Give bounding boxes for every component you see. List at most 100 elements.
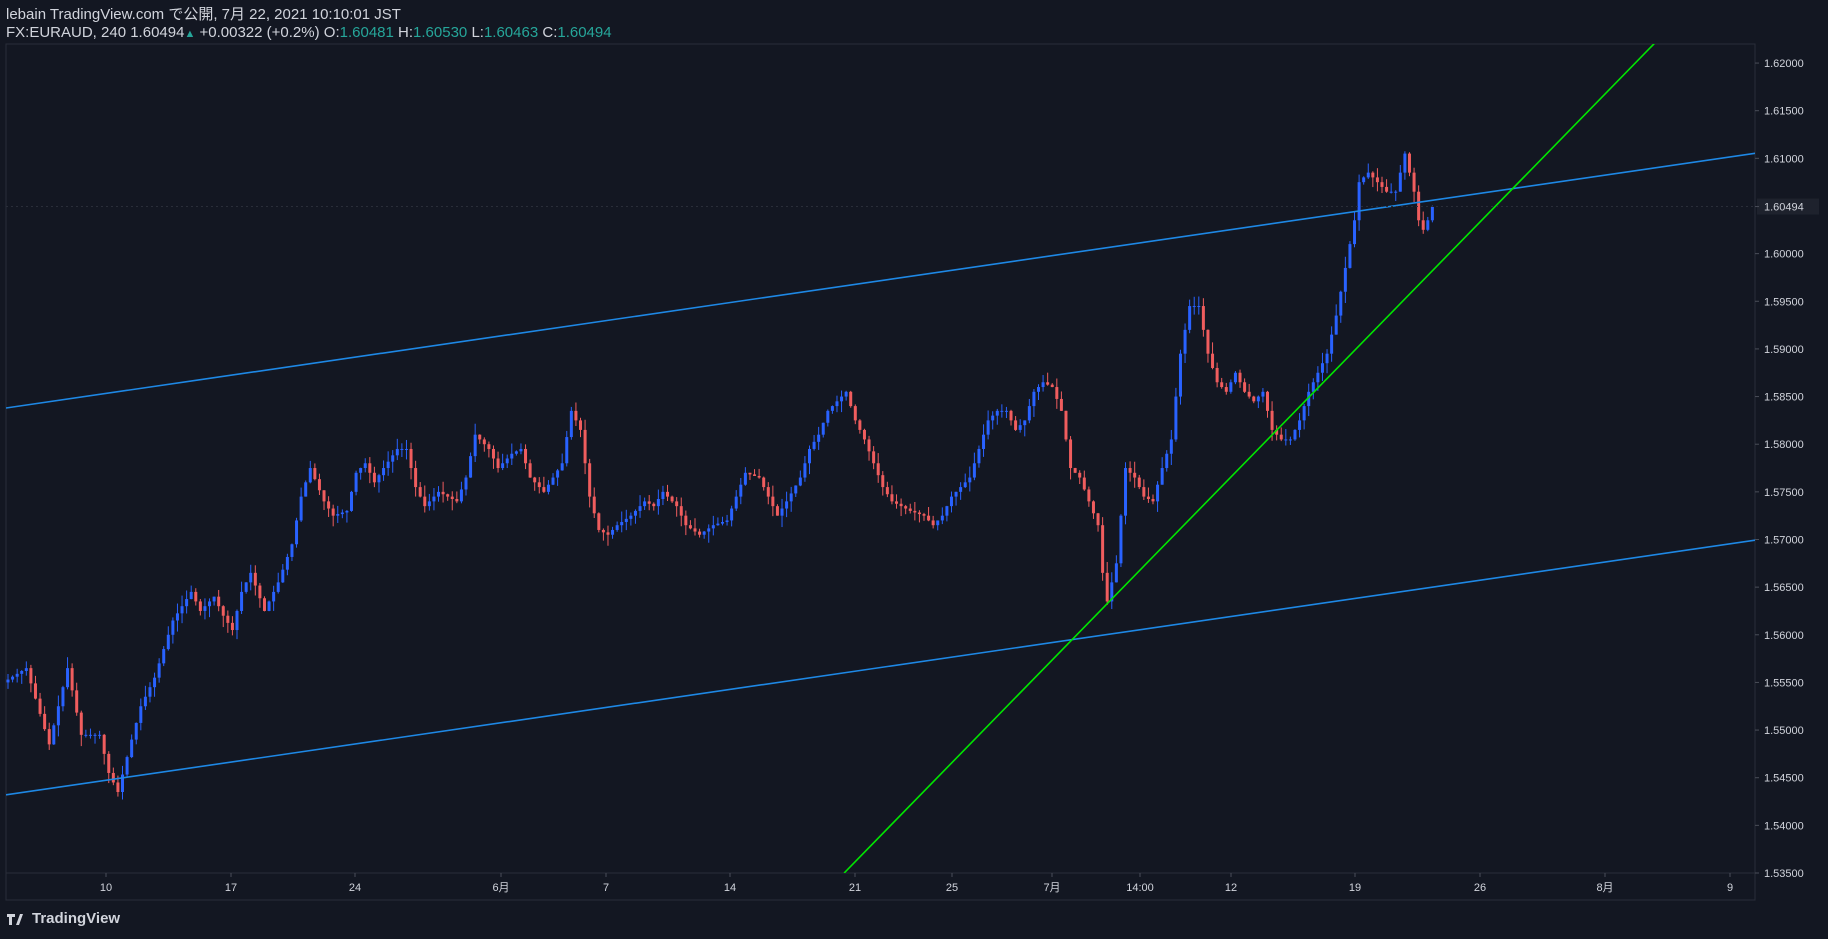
candle-body [1197, 306, 1201, 308]
candle-body [991, 415, 995, 421]
candle-body [1339, 291, 1343, 316]
price-tick-label: 1.56000 [1764, 630, 1804, 642]
candle-body [1224, 387, 1228, 392]
candle-body [162, 649, 166, 664]
candle-body [496, 458, 500, 469]
candle-body [98, 734, 102, 736]
candle-body [11, 676, 15, 680]
candle-body [638, 506, 642, 511]
candle-body [597, 513, 601, 530]
symbol-label: FX:EURAUD, 240 [6, 24, 127, 41]
candle-body [1412, 172, 1416, 192]
candle-body [33, 683, 37, 699]
candle-body [844, 391, 848, 397]
candle-body [1096, 513, 1100, 526]
candle-body [1407, 153, 1411, 173]
candle-body [47, 729, 51, 745]
candle-body [290, 544, 294, 557]
candle-body [1252, 396, 1256, 402]
close-label: C: [542, 24, 558, 41]
candle-body [6, 679, 10, 683]
price-tick-label: 1.58500 [1764, 392, 1804, 404]
candle-body [817, 434, 821, 442]
candle-body [666, 491, 670, 497]
candle-body [940, 515, 944, 521]
candle-body [450, 496, 454, 499]
time-tick-label: 7月 [1043, 882, 1060, 894]
candle-body [1000, 410, 1004, 412]
candle-body [139, 706, 143, 723]
price-tick-label: 1.61000 [1764, 153, 1804, 165]
candle-body [514, 451, 518, 454]
candle-body [395, 448, 399, 456]
price-tick-label: 1.59500 [1764, 296, 1804, 308]
candle-body [1238, 372, 1242, 383]
candle-body [469, 456, 473, 478]
chart-header: lebain TradingView.com で公開, 7月 22, 2021 … [6, 6, 612, 43]
candle-body [963, 482, 967, 488]
candle-body [1183, 329, 1187, 354]
price-tick-label: 1.54500 [1764, 773, 1804, 785]
candle-body [258, 585, 262, 599]
candle-body [153, 677, 157, 688]
candle-body [899, 503, 903, 507]
candle-body [308, 468, 312, 483]
candle-body [629, 515, 633, 519]
candle-body [1398, 172, 1402, 192]
candle-body [70, 668, 74, 691]
current-price-box [1757, 198, 1819, 215]
candle-body [221, 606, 225, 616]
candle-body [528, 463, 532, 478]
candle-body [716, 523, 720, 526]
candle-body [995, 410, 999, 416]
candle-body [1430, 206, 1434, 221]
candle-body [1302, 406, 1306, 421]
low-label: L: [471, 24, 484, 41]
candle-body [542, 487, 546, 492]
candle-body [1394, 191, 1398, 193]
drawn-line[interactable] [6, 141, 1828, 409]
candle-body [1069, 439, 1073, 469]
candle-body [322, 490, 326, 502]
candle-body [945, 506, 949, 516]
high-label: H: [398, 24, 414, 41]
candle-body [862, 429, 866, 440]
candle-body [240, 591, 244, 611]
candle-body [1211, 353, 1215, 368]
candle-body [1266, 391, 1269, 411]
candle-body [212, 596, 216, 602]
candle-body [565, 437, 569, 464]
candle-body [166, 634, 170, 650]
candle-body [1293, 429, 1297, 440]
tradingview-logo-icon [7, 913, 23, 925]
time-tick-label: 19 [1349, 882, 1361, 894]
candle-body [734, 496, 738, 509]
time-tick-label: 14 [724, 882, 736, 894]
candle-body [185, 599, 189, 607]
candle-body [217, 596, 221, 607]
candle-body [908, 508, 912, 511]
drawn-line[interactable] [6, 528, 1828, 796]
candle-body [414, 468, 418, 488]
candle-body [720, 522, 724, 524]
candle-body [1174, 396, 1178, 440]
candle-body [267, 601, 271, 611]
drawn-line[interactable] [843, 43, 1655, 873]
candle-body [840, 396, 844, 402]
last-price: 1.60494 [130, 24, 185, 41]
time-tick-label: 8月 [1596, 882, 1613, 894]
candle-body [1165, 453, 1169, 469]
candle-body [1178, 353, 1182, 397]
candle-body [1004, 410, 1008, 412]
candle-body [1078, 472, 1082, 478]
candle-body [739, 484, 743, 497]
price-tick-label: 1.53500 [1764, 868, 1804, 880]
candle-body [1366, 172, 1370, 178]
candle-body [1233, 372, 1237, 383]
candle-body [391, 455, 395, 462]
candle-body [446, 494, 450, 497]
candle-body [1105, 572, 1109, 602]
price-tick-label: 1.57000 [1764, 534, 1804, 546]
candle-body [780, 508, 784, 516]
